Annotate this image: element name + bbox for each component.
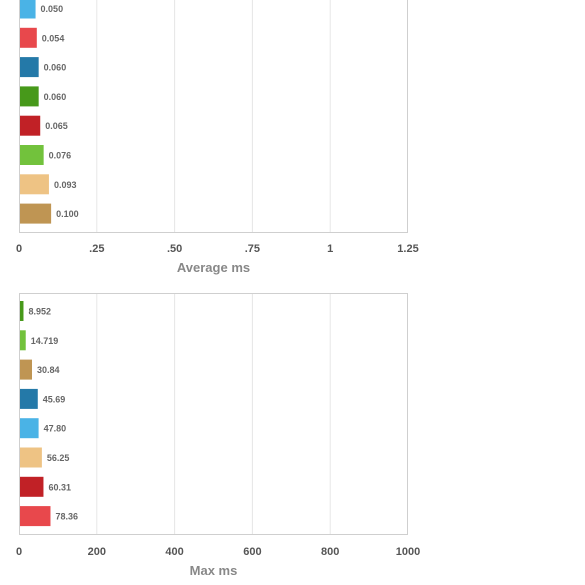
max-bar	[20, 418, 39, 439]
avg-bar	[20, 174, 49, 195]
max-bar	[20, 447, 42, 468]
avg-tick-label: .50	[167, 243, 182, 255]
max-x-axis-title: Max ms	[190, 563, 238, 578]
avg-bar-value-label: 0.054	[42, 33, 65, 43]
avg-tick-label: 1	[327, 243, 333, 255]
avg-bar-value-label: 0.076	[49, 151, 72, 161]
avg-tick-label: .75	[245, 243, 260, 255]
avg-bar	[20, 115, 41, 136]
max-bar-value-label: 8.952	[28, 307, 51, 317]
avg-x-axis-title: Average ms	[177, 260, 250, 275]
avg-chart: 0 .25 .50 .75 1 1.25 0.050 0.054 0.060 0.060 0.065…	[16, 0, 419, 275]
avg-plot-frame	[19, 0, 408, 233]
avg-bar-value-label: 0.060	[44, 92, 67, 102]
max-chart: 0 200 400 600 800 1000 8.952 14.719 30.84 45.69 47…	[16, 293, 420, 578]
max-bar	[20, 506, 51, 527]
max-bar	[20, 476, 44, 497]
avg-bar	[20, 145, 44, 165]
avg-bar-value-label: 0.100	[56, 209, 79, 219]
max-tick-label: 400	[165, 546, 183, 558]
max-bar-value-label: 14.719	[31, 336, 59, 346]
max-tick-label: 800	[321, 546, 339, 558]
max-bar-value-label: 60.31	[48, 482, 71, 492]
avg-bar-value-label: 0.065	[45, 121, 68, 131]
max-bar-value-label: 56.25	[47, 453, 70, 463]
avg-bar-value-label: 0.093	[54, 180, 77, 190]
avg-bar	[20, 203, 52, 224]
max-bar-value-label: 45.69	[43, 394, 66, 404]
avg-bar-value-label: 0.060	[44, 63, 67, 73]
max-plot-frame	[19, 293, 408, 535]
max-bar-value-label: 78.36	[55, 512, 78, 522]
avg-bar	[20, 57, 39, 78]
avg-bar	[20, 86, 39, 107]
max-tick-label: 1000	[396, 546, 420, 558]
avg-tick-label: 0	[16, 243, 22, 255]
avg-bar	[20, 27, 37, 48]
max-tick-label: 0	[16, 546, 22, 558]
max-bar-value-label: 30.84	[37, 365, 60, 375]
max-bar	[20, 330, 26, 351]
max-bar	[20, 301, 24, 321]
max-tick-label: 600	[243, 546, 261, 558]
avg-bar-value-label: 0.050	[41, 4, 64, 14]
avg-bar	[20, 0, 36, 19]
avg-tick-label: .25	[89, 243, 104, 255]
max-bar-value-label: 47.80	[44, 424, 67, 434]
max-tick-label: 200	[88, 546, 106, 558]
max-bar	[20, 388, 38, 409]
max-bar	[20, 359, 32, 380]
avg-tick-label: 1.25	[397, 243, 418, 255]
